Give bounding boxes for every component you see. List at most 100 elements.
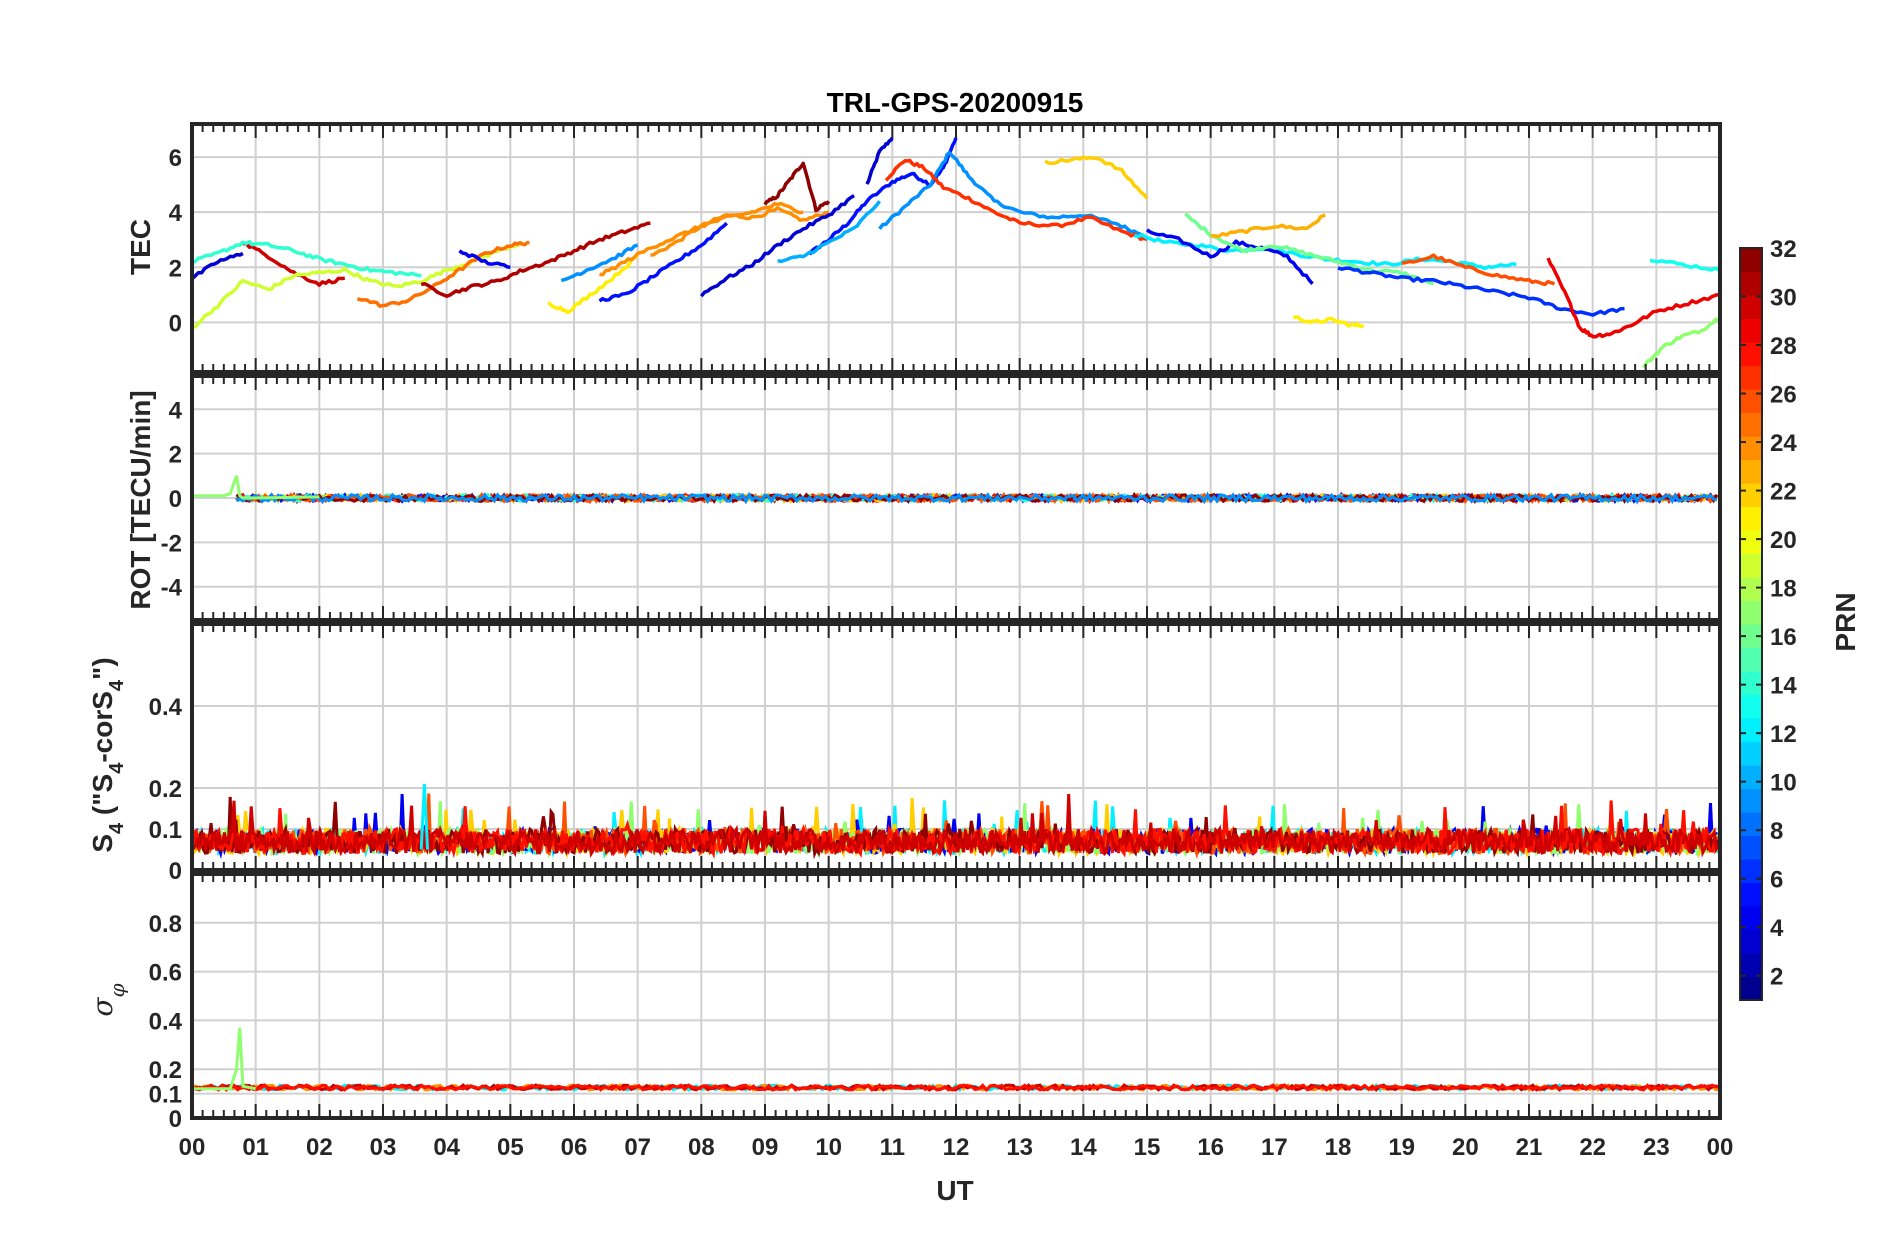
colorbar-segment (1740, 788, 1762, 813)
colorbar-tick-label: 28 (1770, 333, 1797, 360)
colorbar-tick-label: 2 (1770, 964, 1783, 991)
colorbar-segment (1740, 835, 1762, 860)
panel-tec: TEC 0 2 4 6 (125, 122, 1722, 374)
colorbar-segment (1740, 882, 1762, 907)
x-tick-label: 22 (1579, 1134, 1606, 1161)
y-tick-label: 0.6 (149, 960, 182, 987)
series-group (192, 475, 1719, 505)
series-prn-24 (650, 206, 829, 257)
series-prn-29 (1546, 257, 1720, 339)
x-tick-label: 16 (1197, 1134, 1224, 1161)
y-tick-label: 0.2 (149, 1057, 182, 1084)
colorbar-tick-label: 8 (1770, 818, 1783, 845)
x-tick-label: 04 (433, 1134, 460, 1161)
colorbar-tick-label: 18 (1770, 576, 1797, 603)
x-tick-label: 19 (1388, 1134, 1415, 1161)
colorbar-segment (1740, 906, 1762, 931)
colorbar-segment (1740, 600, 1762, 625)
colorbar-segment (1740, 671, 1762, 696)
y-tick-label: 0 (169, 1106, 182, 1133)
x-tick-label: 14 (1070, 1134, 1097, 1161)
series-prn-5 (808, 137, 958, 256)
colorbar-tick-label: 20 (1770, 527, 1797, 554)
series-prn-4 (458, 249, 511, 270)
colorbar-tick-label: 22 (1770, 479, 1797, 506)
sigma-axis-label: σφ (86, 983, 129, 1016)
colorbar-label: PRN (1830, 592, 1861, 651)
x-tick-label: 11 (880, 1134, 905, 1161)
y-tick-label: 0.1 (149, 817, 182, 844)
colorbar-segment (1740, 577, 1762, 602)
series-prn-27 (884, 158, 1148, 242)
x-tick-label: 20 (1452, 1134, 1479, 1161)
colorbar-segment (1740, 718, 1762, 743)
y-tick-label: 0.2 (149, 776, 182, 803)
y-tick-label: 2 (169, 442, 182, 469)
tec-axis-label: TEC (125, 219, 156, 275)
colorbar-segment (1740, 741, 1762, 766)
x-tick-label: 07 (624, 1134, 651, 1161)
x-tick-label: 08 (688, 1134, 715, 1161)
colorbar-segment (1740, 976, 1762, 1001)
series-prn-21 (1292, 315, 1365, 329)
series-prn-6 (1337, 266, 1625, 317)
colorbar-segment (1740, 624, 1762, 649)
x-tick-label: 02 (306, 1134, 333, 1161)
rot-axis-label: ROT [TECU/min] (125, 390, 156, 609)
series-prn-17 (192, 1027, 256, 1091)
colorbar-segment (1740, 436, 1762, 461)
series-prn-9 (235, 491, 1718, 505)
series-prn-30 (192, 793, 1720, 858)
x-tick-label: 18 (1325, 1134, 1352, 1161)
series-group (192, 1027, 1720, 1093)
x-axis-label: UT (936, 1175, 973, 1206)
series-prn-31 (420, 221, 651, 298)
y-tick-label: 0 (169, 486, 182, 513)
colorbar-tick-label: 30 (1770, 285, 1797, 312)
series-prn-13 (1649, 258, 1720, 272)
colorbar-segment (1740, 506, 1762, 531)
y-tick-label: 0.4 (149, 694, 183, 721)
y-tick-label: 0 (169, 310, 182, 337)
series-prn-17 (192, 475, 320, 500)
colorbar-segment (1740, 483, 1762, 508)
series-prn-10 (777, 200, 882, 264)
y-tick-label: -2 (161, 530, 182, 557)
s4-axis-label: S4 ("S4-corS4") (87, 657, 128, 852)
y-tick-label: 4 (169, 200, 183, 227)
panel-s4: S4 ("S4-corS4") 0 0.1 0.2 0.4 (87, 622, 1722, 885)
y-tick-label: 0.8 (149, 911, 182, 938)
colorbar-tick-label: 24 (1770, 430, 1797, 457)
series-prn-3 (699, 194, 855, 298)
y-tick-label: 2 (169, 255, 182, 282)
x-tick-label: 13 (1006, 1134, 1033, 1161)
colorbar-segment (1740, 318, 1762, 343)
colorbar-segment (1740, 530, 1762, 555)
series-prn-26 (1401, 253, 1556, 287)
x-tick-label: 15 (1134, 1134, 1161, 1161)
x-tick-label: 12 (943, 1134, 970, 1161)
series-prn-12 (419, 783, 430, 850)
colorbar-tick-label: 4 (1770, 915, 1784, 942)
x-tick-label: 00 (1707, 1134, 1734, 1161)
colorbar-segment (1740, 459, 1762, 484)
colorbar-tick-label: 12 (1770, 721, 1797, 748)
series-prn-32 (763, 161, 831, 213)
colorbar-segment (1740, 812, 1762, 837)
colorbar-segment (1740, 553, 1762, 578)
x-axis: 00 01 02 03 04 05 06 07 08 09 10 11 12 13 14 15 16 17 18 19… (179, 1134, 1734, 1161)
series-prn-17 (1642, 315, 1720, 369)
series-prn-30 (242, 241, 345, 287)
series-prn-21 (547, 254, 639, 315)
colorbar-segment (1740, 295, 1762, 320)
series-prn-14 (192, 239, 422, 278)
series-prn-23 (1210, 213, 1326, 239)
x-tick-label: 23 (1643, 1134, 1670, 1161)
colorbar-tick-label: 26 (1770, 382, 1797, 409)
colorbar-segment (1740, 271, 1762, 296)
x-tick-label: 05 (497, 1134, 524, 1161)
colorbar-segment (1740, 365, 1762, 390)
colorbar-segment (1740, 412, 1762, 437)
x-tick-label: 09 (752, 1134, 779, 1161)
